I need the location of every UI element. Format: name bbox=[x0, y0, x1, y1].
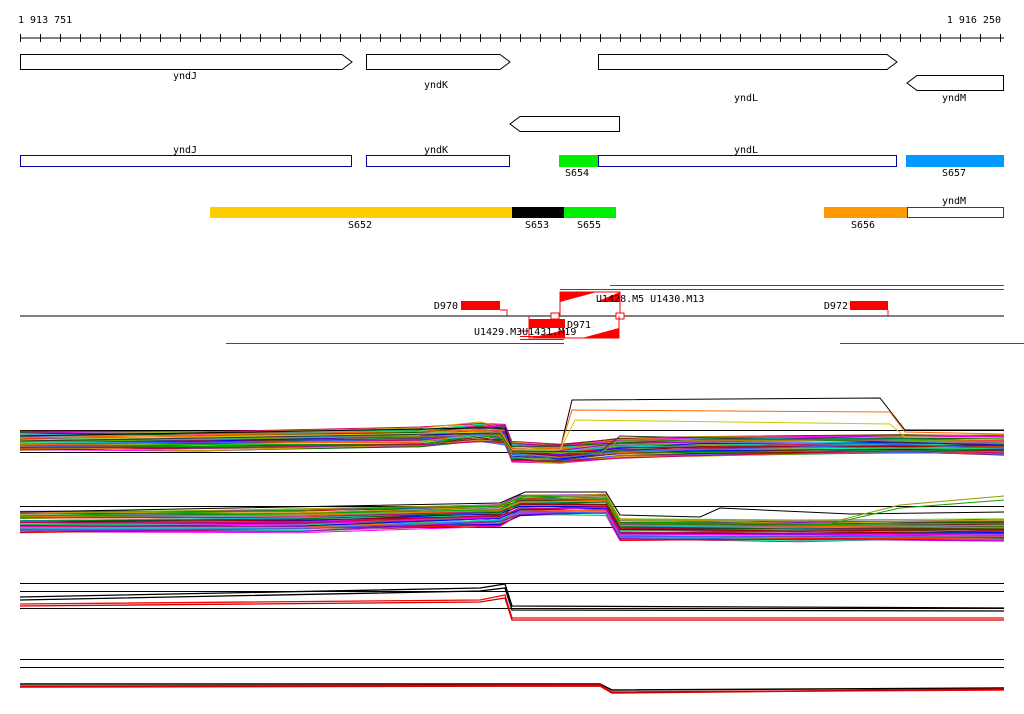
segment-s653[interactable] bbox=[512, 207, 564, 218]
coordinate-ruler: 1 913 751 1 916 250 bbox=[18, 15, 1004, 42]
segment-label: S656 bbox=[851, 220, 875, 231]
feature-wedge bbox=[596, 292, 620, 302]
gene-box-yndl[interactable] bbox=[598, 155, 897, 167]
feature-wedge bbox=[530, 330, 565, 338]
ruler-ticks bbox=[20, 34, 1001, 42]
profile-line bbox=[19, 594, 1004, 619]
feature-bracket bbox=[528, 316, 620, 339]
profile-line bbox=[19, 434, 1005, 454]
gene-arrow-reverse[interactable] bbox=[509, 116, 620, 132]
profile-line bbox=[19, 501, 1005, 529]
segment-s655[interactable] bbox=[564, 207, 616, 218]
gene-arrow-label: yndK bbox=[424, 80, 448, 91]
gene-box-label: yndJ bbox=[173, 145, 197, 156]
feature-block-d970[interactable] bbox=[461, 301, 500, 310]
profile-line bbox=[19, 583, 1005, 609]
segment-s656[interactable] bbox=[824, 207, 907, 218]
segment-s657[interactable] bbox=[906, 155, 1004, 167]
feature-label-d972: D972 bbox=[824, 301, 848, 312]
gene-box-label: yndL bbox=[734, 145, 758, 156]
segment-yndm-box[interactable] bbox=[907, 207, 1004, 218]
gene-arrow-track bbox=[20, 54, 1004, 132]
profile-line bbox=[19, 499, 1005, 529]
expression-profile-track-2 bbox=[19, 491, 1005, 543]
feature-label-d971: D971 bbox=[567, 320, 591, 331]
profile-line bbox=[19, 432, 1005, 453]
profile-line bbox=[19, 495, 1005, 525]
profile-line bbox=[19, 441, 1005, 463]
gene-box-track: yndJ yndK yndL S654 S657 bbox=[20, 145, 1004, 179]
feature-marker bbox=[615, 312, 625, 320]
gene-box-label: yndK bbox=[424, 145, 448, 156]
feature-wedge bbox=[582, 328, 619, 338]
gene-arrow-yndk[interactable] bbox=[366, 54, 511, 70]
feature-label-lower: U1429.M3U1431.M19 bbox=[474, 327, 576, 338]
feature-wedge bbox=[560, 292, 597, 302]
profile-line bbox=[19, 494, 1005, 521]
profile-line bbox=[19, 501, 1005, 530]
segment-label: S653 bbox=[525, 220, 549, 231]
ruler-end-label: 1 916 250 bbox=[947, 15, 1001, 26]
feature-track: D970 D971 D972 U1428.M5 U1430.M13 U1429.… bbox=[20, 285, 1024, 344]
segment-label: S657 bbox=[942, 168, 966, 179]
gene-arrow-yndj[interactable] bbox=[20, 54, 353, 70]
profile-line bbox=[19, 506, 1004, 534]
profile-line bbox=[20, 683, 1005, 691]
feature-connector bbox=[500, 309, 508, 316]
segment-s654[interactable] bbox=[559, 155, 598, 167]
segment-s652[interactable] bbox=[210, 207, 512, 218]
gene-box-yndj[interactable] bbox=[20, 155, 352, 167]
profile-line bbox=[19, 512, 1005, 541]
profile-line bbox=[19, 491, 1005, 518]
profile-line bbox=[19, 409, 1005, 450]
profile-line bbox=[19, 597, 1004, 621]
segment-label: S654 bbox=[565, 168, 589, 179]
expression-profile-track-4 bbox=[19, 659, 1005, 694]
profile-line bbox=[19, 506, 1005, 536]
gene-arrow-label: yndL bbox=[734, 93, 758, 104]
feature-label-upper: U1428.M5 U1430.M13 bbox=[596, 294, 704, 305]
ruler-start-label: 1 913 751 bbox=[18, 15, 72, 26]
segment-label: yndM bbox=[942, 196, 966, 207]
profile-line bbox=[19, 433, 1005, 459]
feature-marker bbox=[550, 312, 560, 320]
gene-arrow-yndl[interactable] bbox=[598, 54, 898, 70]
segment-label: S655 bbox=[577, 220, 601, 231]
gene-arrow-label: yndM bbox=[942, 93, 966, 104]
expression-profile-track-1 bbox=[19, 397, 1005, 464]
profile-line bbox=[19, 503, 1005, 532]
gene-arrow-label: yndJ bbox=[173, 71, 197, 82]
profile-line bbox=[19, 513, 1005, 542]
profile-line bbox=[19, 510, 1005, 539]
gene-arrow-labels: yndJ yndK yndL yndM bbox=[173, 71, 966, 104]
segment-label: S652 bbox=[348, 220, 372, 231]
feature-block-d972[interactable] bbox=[850, 301, 888, 310]
profile-line bbox=[19, 498, 1005, 527]
profile-line bbox=[19, 510, 1005, 538]
profile-line bbox=[19, 685, 1005, 694]
feature-block-d971[interactable] bbox=[529, 319, 565, 328]
gene-arrow-yndm[interactable] bbox=[906, 75, 1004, 91]
expression-profile-track-3 bbox=[19, 583, 1005, 621]
profile-line bbox=[19, 419, 1005, 451]
gene-box-yndk[interactable] bbox=[366, 155, 510, 167]
segment-track: S652 S653 S655 S656 yndM bbox=[210, 196, 1004, 231]
profile-line bbox=[19, 587, 1005, 612]
feature-label-d970: D970 bbox=[434, 301, 458, 312]
